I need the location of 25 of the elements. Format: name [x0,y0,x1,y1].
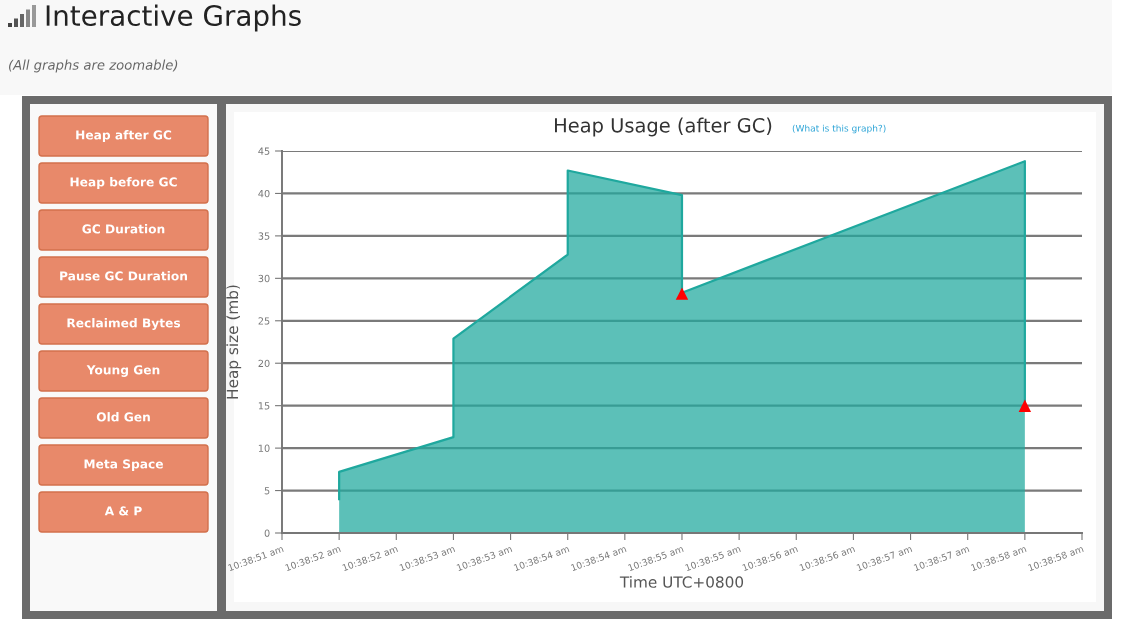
text: GC Duration [82,224,165,234]
text: (What is this graph?) [792,124,886,134]
y-tick-label: 30 [258,274,270,283]
text: Heap after GC [76,130,172,142]
text: Interactive Graphs [46,4,301,32]
y-tick-label: 35 [258,232,270,240]
y-tick-label: 0 [264,529,270,537]
text: Pause GC Duration [60,271,187,281]
text: Young Gen [86,365,160,377]
chart-title: Heap Usage (after GC) [555,117,772,137]
y-tick-label: 20 [258,359,270,368]
y-axis-title: Heap size (mb) [226,285,242,399]
text: Reclaimed Bytes [67,318,181,330]
y-tick-label: 40 [258,189,270,198]
y-tick-label: 25 [258,317,270,325]
y-tick-label: 15 [258,402,270,410]
y-tick-label: 5 [264,487,270,495]
text: (All graphs are zoomable) [9,59,178,73]
x-axis-title: Time UTC+0800 [619,575,744,588]
y-tick-label: 45 [258,147,270,155]
text: Heap before GC [70,177,177,189]
text: Meta Space [84,459,163,471]
text: Old Gen [96,412,150,422]
y-tick-label: 10 [258,444,270,452]
text: A & P [104,506,142,516]
